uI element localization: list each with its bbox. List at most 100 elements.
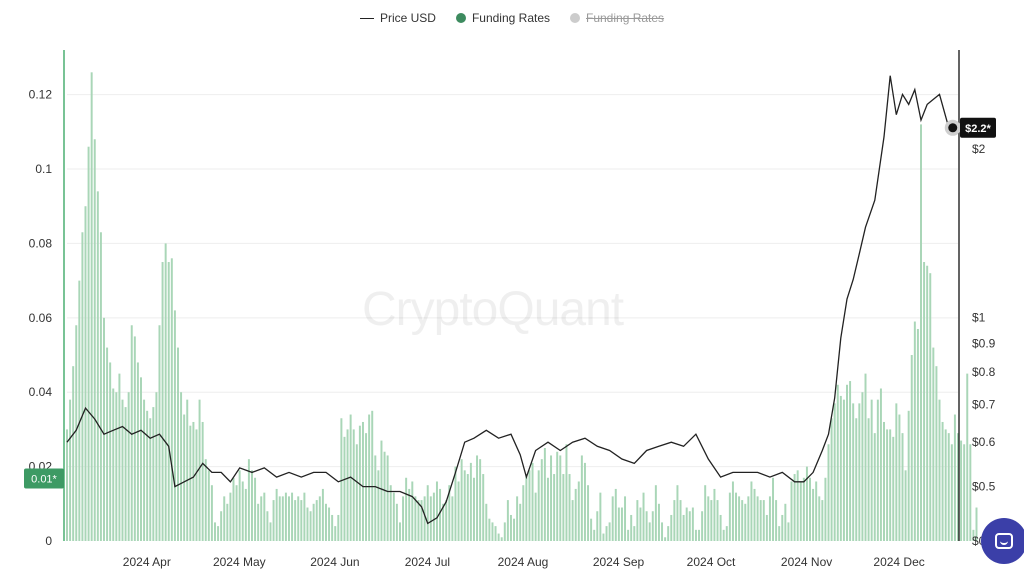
- funding-bar: [901, 433, 904, 541]
- funding-bar: [300, 500, 303, 541]
- funding-bar: [580, 455, 583, 541]
- funding-bar: [599, 492, 602, 541]
- funding-bar: [426, 485, 429, 541]
- chat-button[interactable]: [981, 518, 1024, 564]
- funding-bar: [69, 399, 72, 541]
- funding-bar: [809, 477, 812, 541]
- funding-bar: [620, 507, 623, 541]
- funding-bar: [275, 488, 278, 541]
- funding-bar: [173, 310, 176, 541]
- funding-bar: [953, 414, 956, 541]
- funding-bar: [149, 418, 152, 541]
- funding-bar: [531, 462, 534, 541]
- funding-bar: [318, 496, 321, 541]
- funding-bar: [340, 418, 343, 541]
- funding-bar: [408, 488, 411, 541]
- funding-bar: [192, 421, 195, 541]
- funding-bar: [553, 474, 556, 541]
- funding-bar: [577, 481, 580, 541]
- funding-bar: [164, 243, 167, 541]
- funding-bar: [368, 414, 371, 541]
- funding-bar: [118, 373, 121, 541]
- funding-bar: [136, 362, 139, 541]
- funding-bar: [861, 392, 864, 541]
- funding-bar: [596, 511, 599, 541]
- funding-bar: [90, 72, 93, 542]
- right-tick-label: $0.5: [972, 480, 996, 494]
- funding-bar: [546, 477, 549, 541]
- left-tick-label: 0.08: [29, 236, 53, 250]
- x-tick-label: 2024 Jun: [310, 555, 359, 569]
- funding-bar: [220, 511, 223, 541]
- funding-bar: [624, 496, 627, 541]
- funding-bar: [713, 488, 716, 541]
- funding-bar: [556, 451, 559, 541]
- funding-bar: [815, 481, 818, 541]
- funding-bar: [257, 503, 260, 541]
- funding-bar: [787, 522, 790, 541]
- funding-bar: [321, 488, 324, 541]
- funding-bar: [839, 395, 842, 541]
- x-tick-label: 2024 Sep: [593, 555, 645, 569]
- funding-bar: [140, 377, 142, 541]
- x-axis: 2024 Apr 2024 May 2024 Jun 2024 Jul 2024 Aug…: [123, 555, 925, 569]
- funding-bar: [883, 421, 885, 541]
- funding-bar: [124, 407, 127, 541]
- dot-icon: [570, 13, 580, 23]
- funding-bar: [562, 474, 565, 541]
- funding-bar: [503, 522, 506, 541]
- funding-bar: [907, 410, 910, 541]
- funding-bar: [420, 500, 423, 541]
- funding-bar: [130, 325, 133, 541]
- funding-bar: [343, 436, 346, 541]
- funding-bar: [423, 496, 426, 541]
- funding-bar: [297, 496, 300, 541]
- funding-bar: [796, 470, 799, 541]
- funding-bar: [762, 500, 765, 541]
- funding-bar: [482, 474, 485, 541]
- dot-icon: [455, 13, 466, 23]
- legend-item-funding[interactable]: Funding Rates: [455, 11, 550, 25]
- funding-bar: [294, 500, 297, 541]
- funding-bar: [898, 414, 901, 541]
- funding-bar: [201, 421, 204, 541]
- funding-bar: [66, 429, 68, 541]
- funding-bar: [266, 511, 269, 541]
- funding-bar: [701, 511, 704, 541]
- legend-item-price[interactable]: Price USD: [359, 11, 436, 25]
- funding-bar: [910, 355, 913, 541]
- funding-bar: [543, 448, 546, 541]
- funding-bar: [72, 366, 75, 541]
- funding-bar: [929, 273, 932, 541]
- funding-bar: [448, 485, 451, 541]
- funding-bar: [605, 526, 608, 541]
- funding-bar: [466, 474, 469, 541]
- funding-bar: [571, 500, 574, 541]
- funding-bar: [966, 373, 969, 541]
- funding-bar: [352, 429, 355, 541]
- funding-bar: [223, 496, 226, 541]
- funding-bar: [346, 429, 349, 541]
- funding-bar: [744, 503, 747, 541]
- funding-bar: [254, 477, 257, 541]
- funding-bar: [864, 373, 867, 541]
- funding-bar: [81, 232, 84, 542]
- left-tick-label: 0: [45, 534, 52, 548]
- funding-bar: [158, 325, 161, 541]
- funding-bar: [867, 418, 870, 541]
- funding-bar: [870, 399, 873, 541]
- current-funding-tag: 0.01*: [24, 468, 64, 489]
- funding-bar: [260, 496, 263, 541]
- funding-bar: [143, 399, 146, 541]
- funding-bar: [306, 507, 309, 541]
- funding-bar: [96, 191, 99, 541]
- funding-bar: [324, 503, 327, 541]
- funding-bar: [824, 477, 827, 541]
- funding-bar: [331, 514, 334, 541]
- funding-bar: [180, 392, 183, 541]
- funding-bar: [238, 470, 241, 541]
- legend-item-funding-hidden[interactable]: Funding Rates: [570, 11, 664, 25]
- funding-bar: [398, 522, 401, 541]
- funding-bar: [386, 455, 389, 541]
